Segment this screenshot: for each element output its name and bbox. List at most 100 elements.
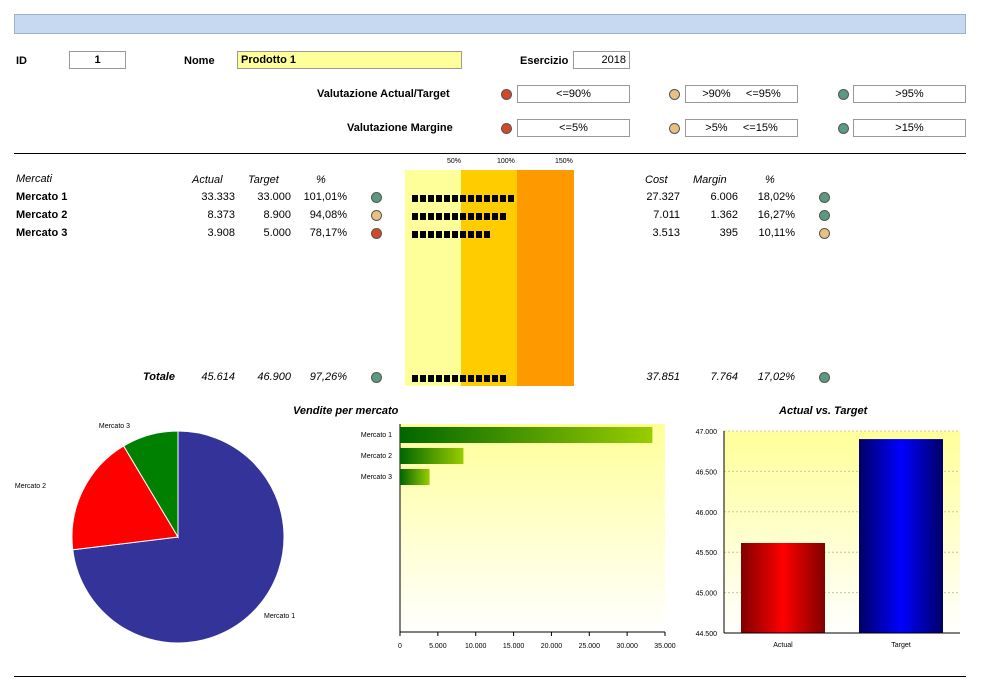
progress-square xyxy=(444,375,450,382)
progress-square xyxy=(420,195,426,202)
margin-pct-value: 17,02% xyxy=(757,371,795,383)
x-tick-label: 0 xyxy=(398,643,402,650)
amber-indicator-icon xyxy=(669,123,680,134)
value-bar xyxy=(859,439,943,633)
id-label: ID xyxy=(16,55,27,67)
header-banner xyxy=(14,14,966,34)
divider xyxy=(14,153,966,154)
progress-square xyxy=(484,231,490,238)
actual-range-high: >95% xyxy=(853,85,966,103)
header-margin-pct: % xyxy=(765,174,775,186)
pie-chart: Mercato 1 Mercato 2 Mercato 3 xyxy=(15,423,295,644)
y-tick-label: 46.000 xyxy=(696,510,718,517)
progress-square xyxy=(428,195,434,202)
progress-square xyxy=(460,375,466,382)
progress-square xyxy=(412,375,418,382)
target-value: 8.900 xyxy=(263,209,291,221)
progress-square xyxy=(428,213,434,220)
vendite-bar-chart: Mercato 1 Mercato 2 Mercato 3 0 5.000 10.000 1… xyxy=(361,424,676,650)
amber-indicator-icon xyxy=(669,89,680,100)
x-tick-label: 25.000 xyxy=(579,643,601,650)
progress-square xyxy=(436,195,442,202)
actual-target-chart-title: Actual vs. Target xyxy=(779,405,868,417)
progress-square xyxy=(492,375,498,382)
market-name: Mercato 3 xyxy=(16,227,68,239)
target-value: 46.900 xyxy=(257,371,291,383)
progress-square xyxy=(412,195,418,202)
x-tick-label: 5.000 xyxy=(429,643,447,650)
progress-square xyxy=(468,375,474,382)
header-target: Target xyxy=(248,174,279,186)
vendite-bar xyxy=(400,469,430,485)
actual-value: 45.614 xyxy=(201,371,235,383)
header-margin: Margin xyxy=(693,174,727,186)
vendite-chart-title: Vendite per mercato xyxy=(293,405,399,417)
x-tick-label: 35.000 xyxy=(654,643,676,650)
progress-square xyxy=(500,213,506,220)
pie-label: Mercato 1 xyxy=(264,613,295,620)
nome-field[interactable]: Prodotto 1 xyxy=(237,51,462,69)
actual-value: 3.908 xyxy=(207,227,235,239)
margin-range-low: <=5% xyxy=(517,119,630,137)
red-indicator-icon xyxy=(501,123,512,134)
green-status-icon xyxy=(371,372,382,383)
progress-square xyxy=(452,213,458,220)
red-indicator-icon xyxy=(501,89,512,100)
vendite-bar xyxy=(400,448,464,464)
progress-square xyxy=(476,375,482,382)
category-label: Target xyxy=(891,642,911,649)
esercizio-field[interactable]: 2018 xyxy=(573,51,630,69)
progress-square xyxy=(412,213,418,220)
target-value: 33.000 xyxy=(257,191,291,203)
margin-pct-value: 16,27% xyxy=(757,209,795,221)
progress-squares xyxy=(412,373,508,385)
esercizio-label: Esercizio xyxy=(520,55,569,67)
y-tick-label: 44.500 xyxy=(696,631,718,638)
value-bar xyxy=(741,542,825,633)
y-tick-label: 47.000 xyxy=(696,429,718,436)
progress-square xyxy=(436,231,442,238)
progress-square xyxy=(476,195,482,202)
scale-150: 150% xyxy=(555,158,573,165)
progress-square xyxy=(500,195,506,202)
progress-square xyxy=(492,195,498,202)
margin-value: 395 xyxy=(719,227,738,239)
green-status-icon xyxy=(371,192,382,203)
margin-pct-value: 18,02% xyxy=(757,191,795,203)
actual-value: 8.373 xyxy=(207,209,235,221)
market-name: Mercato 1 xyxy=(16,191,68,203)
progress-square xyxy=(436,375,442,382)
vendite-category-label: Mercato 2 xyxy=(361,453,392,460)
margin-value: 7.764 xyxy=(710,371,738,383)
pct-value: 101,01% xyxy=(303,191,347,203)
y-tick-label: 45.000 xyxy=(696,591,718,598)
progress-square xyxy=(492,213,498,220)
margin-pct-value: 10,11% xyxy=(758,227,796,239)
margin-range-high: >15% xyxy=(853,119,966,137)
vendite-category-label: Mercato 1 xyxy=(361,432,392,439)
actual-value: 33.333 xyxy=(201,191,235,203)
actual-range-mid: >90% <=95% xyxy=(685,85,798,103)
pct-value: 78,17% xyxy=(309,227,347,239)
category-label: Actual xyxy=(773,642,793,649)
progress-square xyxy=(420,231,426,238)
cost-value: 27.327 xyxy=(646,191,680,203)
progress-square xyxy=(444,195,450,202)
progress-squares xyxy=(412,229,492,241)
progress-square xyxy=(460,195,466,202)
vendite-category-label: Mercato 3 xyxy=(361,474,392,481)
pie-label: Mercato 2 xyxy=(15,483,46,490)
progress-square xyxy=(500,375,506,382)
cost-value: 37.851 xyxy=(646,371,680,383)
id-field[interactable]: 1 xyxy=(69,51,126,69)
green-indicator-icon xyxy=(838,123,849,134)
progress-square xyxy=(468,195,474,202)
total-label: Totale xyxy=(143,371,175,383)
progress-square xyxy=(460,213,466,220)
valutazione-actual-label: Valutazione Actual/Target xyxy=(317,88,450,100)
x-tick-label: 30.000 xyxy=(616,643,638,650)
cost-value: 7.011 xyxy=(653,209,680,221)
target-value: 5.000 xyxy=(263,227,291,239)
margin-value: 1.362 xyxy=(710,209,738,221)
progress-square xyxy=(484,195,490,202)
